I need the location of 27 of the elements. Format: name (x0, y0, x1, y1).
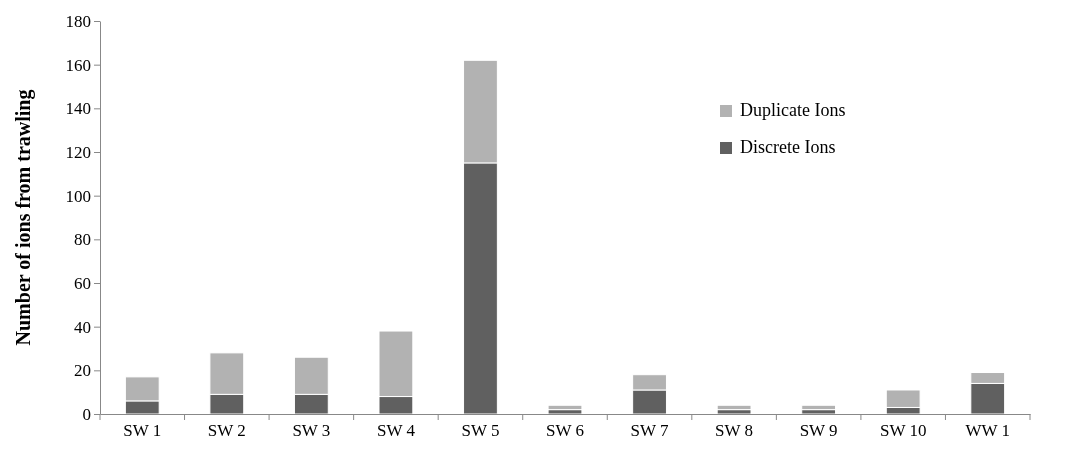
x-tick-label: SW 3 (292, 421, 331, 441)
x-tick-label: SW 7 (630, 421, 670, 441)
legend-label: Duplicate Ions (740, 100, 846, 120)
x-tick-label: SW 6 (546, 421, 584, 441)
y-tick-label: 180 (65, 11, 91, 31)
y-axis-title: Number of ions from trawling (12, 89, 35, 346)
y-tick-label: 120 (65, 142, 91, 162)
x-tick-label: SW 2 (207, 421, 246, 441)
y-tick-label: 20 (74, 361, 91, 381)
y-tick-label: 100 (65, 186, 91, 206)
legend-label: Discrete Ions (740, 137, 836, 157)
x-tick-label: SW 1 (123, 421, 162, 441)
x-tick-label: SW 10 (879, 421, 927, 441)
y-tick-label: 140 (65, 99, 91, 119)
x-tick-label: SW 5 (461, 421, 500, 441)
y-tick-label: 60 (74, 273, 91, 293)
x-tick-label: SW 8 (715, 421, 754, 441)
y-tick-label: 80 (74, 230, 91, 250)
bar (547, 404, 583, 411)
x-tick-label: WW 1 (965, 421, 1010, 441)
y-tick-label: 40 (74, 317, 91, 337)
x-tick-label: SW 4 (376, 421, 416, 441)
y-tick-label: 160 (65, 55, 91, 75)
bar (716, 404, 752, 411)
bar (801, 404, 837, 411)
y-tick-label: 0 (82, 404, 91, 424)
x-tick-label: SW 9 (799, 421, 838, 441)
